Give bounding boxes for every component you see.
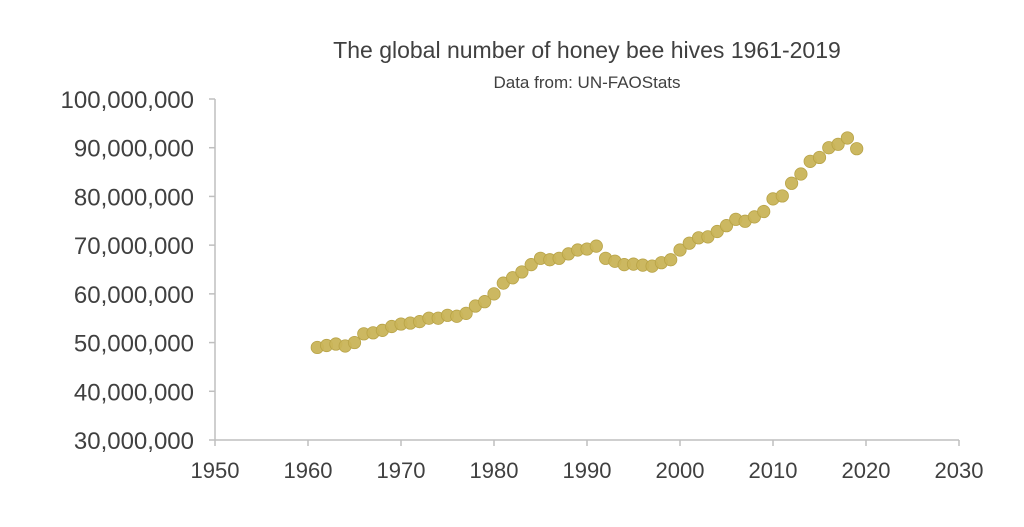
data-point <box>757 204 771 219</box>
data-point <box>775 189 789 203</box>
data-point <box>710 224 724 239</box>
x-tick-label: 1990 <box>563 458 612 483</box>
data-point <box>850 142 864 156</box>
y-tick-label: 50,000,000 <box>74 331 194 358</box>
data-points <box>310 131 864 355</box>
x-tick-label: 2010 <box>749 458 798 483</box>
data-point <box>794 167 808 181</box>
y-axis-ticks: 30,000,000 40,000,000 50,000,000 60,000,000… <box>61 87 215 455</box>
chart-title: The global number of honey bee hives 196… <box>333 37 841 63</box>
y-tick-label: 100,000,000 <box>61 87 194 114</box>
data-point <box>524 258 538 272</box>
y-tick-label: 80,000,000 <box>74 184 194 211</box>
y-tick-label: 70,000,000 <box>74 233 194 260</box>
x-tick-label: 1960 <box>284 458 333 483</box>
data-point <box>719 219 734 233</box>
data-point <box>784 176 799 190</box>
x-tick-label: 2030 <box>935 458 984 483</box>
y-tick-label: 40,000,000 <box>74 379 194 406</box>
x-tick-label: 2020 <box>842 458 891 483</box>
y-tick-label: 60,000,000 <box>74 282 194 309</box>
data-point <box>505 271 520 285</box>
x-tick-label: 1970 <box>377 458 426 483</box>
x-tick-label: 2000 <box>656 458 705 483</box>
chart-subtitle: Data from: UN-FAOStats <box>493 73 680 92</box>
data-point <box>487 287 501 301</box>
y-tick-label: 30,000,000 <box>74 428 194 455</box>
data-point <box>812 150 827 165</box>
x-tick-label: 1980 <box>470 458 519 483</box>
data-point <box>831 137 845 151</box>
data-point <box>515 265 529 279</box>
data-point <box>347 335 362 350</box>
x-axis-ticks: 1950 1960 1970 1980 1990 2000 2010 2020 2030 <box>191 440 984 483</box>
data-point <box>459 306 473 320</box>
data-point <box>589 239 603 253</box>
x-tick-label: 1950 <box>191 458 240 483</box>
data-point <box>840 131 855 145</box>
data-point <box>673 243 687 257</box>
data-point <box>478 295 492 309</box>
y-tick-label: 90,000,000 <box>74 136 194 163</box>
data-point <box>664 253 678 267</box>
